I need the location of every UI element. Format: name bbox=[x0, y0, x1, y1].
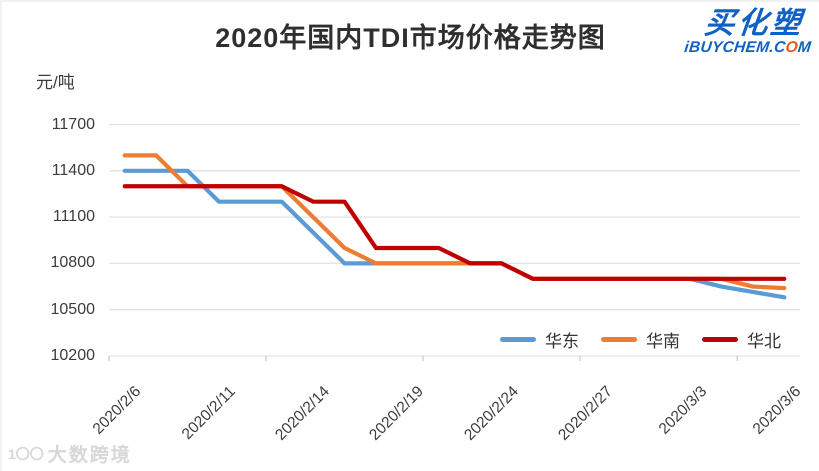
watermark-100-icon: 1〇〇 bbox=[8, 445, 44, 462]
watermark-text: 大数跨境 bbox=[47, 445, 132, 466]
legend-item-华南[interactable]: 华南 bbox=[601, 327, 680, 352]
dashukuajing-watermark: 1〇〇 大数跨境 bbox=[8, 440, 132, 467]
legend-item-华北[interactable]: 华北 bbox=[702, 327, 781, 352]
chart-legend: 华东 华南 华北 bbox=[500, 327, 781, 352]
legend-label: 华东 bbox=[545, 332, 579, 351]
series-line-华北 bbox=[122, 184, 787, 281]
legend-swatch bbox=[500, 337, 536, 342]
y-axis-label: 10500 bbox=[50, 300, 96, 318]
y-axis-label: 11100 bbox=[52, 208, 95, 226]
legend-item-华东[interactable]: 华东 bbox=[500, 327, 579, 352]
y-axis-label: 10200 bbox=[50, 347, 96, 364]
series-line-华南 bbox=[122, 153, 787, 291]
legend-label: 华北 bbox=[747, 332, 781, 351]
y-axis-label: 11400 bbox=[51, 161, 95, 179]
legend-swatch bbox=[601, 337, 637, 342]
y-axis-unit-label: 元/吨 bbox=[36, 73, 75, 92]
chart-title: 2020年国内TDI市场价格走势图 bbox=[215, 23, 606, 53]
y-axis-label: 10800 bbox=[50, 254, 96, 272]
legend-label: 华南 bbox=[646, 332, 680, 351]
legend-swatch bbox=[702, 337, 738, 342]
y-axis-label: 11700 bbox=[51, 115, 95, 133]
